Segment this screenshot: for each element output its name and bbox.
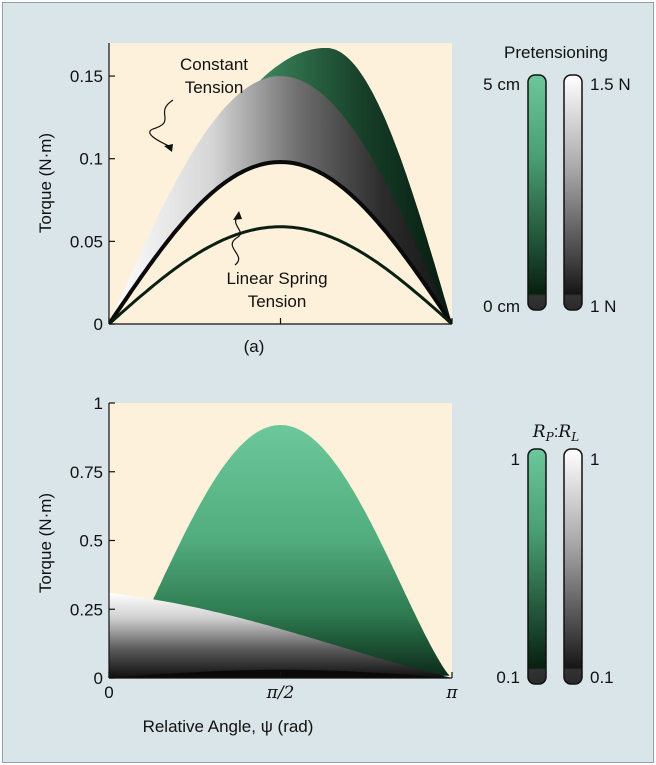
series-linear-spring-edge bbox=[109, 225, 452, 324]
annotation-constant-line1: Constant bbox=[180, 55, 248, 74]
colorbar-gray-a bbox=[563, 74, 583, 311]
annotation-linear-line1: Linear Spring bbox=[226, 269, 327, 288]
axes-a: 0 0.05 0.1 0.15 bbox=[70, 43, 453, 334]
b-y-tick-label: 0.5 bbox=[79, 532, 103, 551]
series-constant-tension-edge bbox=[109, 159, 452, 324]
a-y-tick-label: 0 bbox=[94, 315, 103, 334]
colorbar-green-a bbox=[527, 74, 547, 311]
panel-label-a: (a) bbox=[244, 337, 265, 356]
colorbar-gray-b-top: 1 bbox=[590, 450, 599, 469]
b-y-tick-label: 0.75 bbox=[70, 463, 103, 482]
b-x-tick-label: 0 bbox=[104, 683, 113, 702]
plot-b-series bbox=[109, 425, 452, 678]
legend-title-b: RP:RL bbox=[532, 422, 579, 444]
annotation-linear-arrowhead bbox=[233, 211, 242, 220]
colorbar-gray-b bbox=[563, 448, 583, 685]
series-constant-tension-lower bbox=[109, 79, 452, 324]
b-y-tick-label: 0 bbox=[94, 669, 103, 688]
figure-canvas: 0 0.05 0.1 0.15 Constant Tension Linear Spr… bbox=[36, 43, 631, 736]
plot-a-series bbox=[109, 48, 452, 324]
b-y-tick-label: 1 bbox=[94, 394, 103, 413]
x-axis-label-b: Relative Angle, ψ (rad) bbox=[143, 717, 314, 736]
b-x-tick-label: π/2 bbox=[266, 683, 295, 703]
axes-b: 0 0.25 0.5 0.75 1 0 π/2 π bbox=[70, 394, 459, 703]
series-gray-band-b bbox=[109, 592, 452, 678]
annotation-linear-line2: Tension bbox=[248, 292, 307, 311]
a-y-tick-label: 0.15 bbox=[70, 67, 103, 86]
series-linear-spring-upper bbox=[109, 48, 452, 324]
colorbar-green-b-top: 1 bbox=[511, 450, 520, 469]
colorbar-green-a-bottom: 0 cm bbox=[483, 297, 520, 316]
a-y-tick-label: 0.1 bbox=[79, 150, 103, 169]
colorbar-green-a-top: 5 cm bbox=[483, 75, 520, 94]
legend-title-a: Pretensioning bbox=[504, 43, 608, 62]
b-x-tick-label: π bbox=[445, 683, 458, 703]
annotation-constant-arrowhead bbox=[164, 144, 173, 152]
colorbar-green-b bbox=[527, 448, 547, 685]
colorbar-green-b-bottom: 0.1 bbox=[496, 668, 520, 687]
y-axis-label-a: Torque (N·m) bbox=[36, 133, 55, 233]
b-y-tick-label: 0.25 bbox=[70, 600, 103, 619]
annotation-linear-arrow bbox=[231, 216, 241, 266]
colorbar-gray-b-bottom: 0.1 bbox=[590, 668, 614, 687]
colorbar-gray-a-bottom: 1 N bbox=[590, 297, 616, 316]
colorbar-gray-a-top: 1.5 N bbox=[590, 75, 631, 94]
annotation-constant-line2: Tension bbox=[185, 78, 244, 97]
annotation-constant-arrow bbox=[149, 99, 174, 148]
y-axis-label-b: Torque (N·m) bbox=[36, 493, 55, 593]
a-y-tick-label: 0.05 bbox=[70, 232, 103, 251]
